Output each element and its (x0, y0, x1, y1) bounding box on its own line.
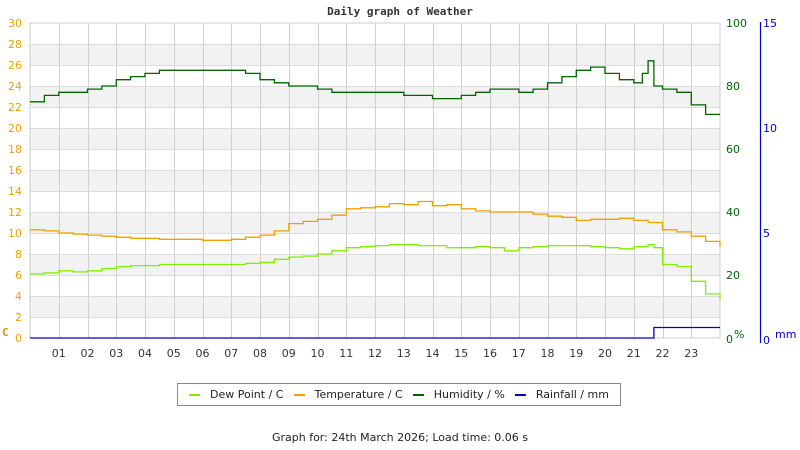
svg-text:12: 12 (8, 206, 22, 219)
svg-text:18: 18 (8, 143, 22, 156)
svg-text:20: 20 (8, 122, 22, 135)
svg-text:10: 10 (8, 227, 22, 240)
svg-text:2: 2 (15, 311, 22, 324)
dew-point-line (30, 243, 721, 300)
svg-text:0: 0 (763, 334, 770, 347)
svg-text:03: 03 (109, 347, 123, 360)
svg-text:C: C (2, 326, 9, 339)
svg-text:0: 0 (15, 332, 22, 345)
svg-text:%: % (734, 328, 744, 341)
svg-text:21: 21 (627, 347, 641, 360)
legend-label: Rainfall / mm (535, 388, 609, 401)
svg-text:05: 05 (167, 347, 181, 360)
rainfall-line (30, 326, 720, 339)
legend-label: Temperature / C (314, 388, 403, 401)
svg-text:100: 100 (726, 17, 747, 30)
svg-text:16: 16 (483, 347, 497, 360)
svg-text:26: 26 (8, 59, 22, 72)
chart-title: Daily graph of Weather (327, 5, 473, 18)
svg-text:mm: mm (775, 328, 796, 341)
humidity-swatch-icon (412, 393, 424, 396)
svg-text:17: 17 (512, 347, 526, 360)
humidity-line (30, 60, 720, 116)
svg-text:04: 04 (138, 347, 152, 360)
svg-text:18: 18 (541, 347, 555, 360)
graph-footer: Graph for: 24th March 2026; Load time: 0… (271, 431, 529, 444)
dew-point-swatch-icon (189, 393, 201, 396)
svg-text:22: 22 (8, 101, 22, 114)
legend-label: Humidity / % (433, 388, 505, 401)
svg-text:0: 0 (726, 333, 733, 346)
svg-text:14: 14 (426, 347, 440, 360)
svg-text:13: 13 (397, 347, 411, 360)
horizontal-gridlines (30, 44, 720, 318)
humidity-axis: 0 20 40 60 80 100% (726, 17, 747, 346)
svg-text:06: 06 (196, 347, 210, 360)
svg-text:14: 14 (8, 185, 22, 198)
legend-label: Dew Point / C (210, 388, 284, 401)
legend-item-rainfall: Rainfall / mm (514, 388, 609, 401)
svg-text:15: 15 (763, 17, 777, 30)
rainfall-swatch-icon (514, 393, 526, 396)
svg-text:15: 15 (454, 347, 468, 360)
temperature-swatch-icon (293, 393, 305, 396)
svg-text:16: 16 (8, 164, 22, 177)
hour-axis: 01 02 03 04 05 06 07 08 09 10 11 12 13 14 15 16 17 18 19 20… (52, 347, 699, 360)
svg-text:19: 19 (569, 347, 583, 360)
svg-text:02: 02 (81, 347, 95, 360)
svg-text:08: 08 (253, 347, 267, 360)
svg-text:4: 4 (15, 290, 22, 303)
svg-text:60: 60 (726, 143, 740, 156)
svg-text:8: 8 (15, 248, 22, 261)
svg-text:22: 22 (656, 347, 670, 360)
svg-text:01: 01 (52, 347, 66, 360)
svg-text:20: 20 (726, 269, 740, 282)
svg-text:23: 23 (684, 347, 698, 360)
legend-item-temperature: Temperature / C (293, 388, 403, 401)
data-series (30, 60, 721, 339)
svg-text:28: 28 (8, 38, 22, 51)
svg-text:30: 30 (8, 17, 22, 30)
svg-text:80: 80 (726, 80, 740, 93)
chart-legend: Dew Point / C Temperature / C Humidity /… (177, 383, 621, 406)
svg-text:10: 10 (311, 347, 325, 360)
svg-text:11: 11 (339, 347, 353, 360)
rainfall-axis: 0 5 10 15 mm (759, 17, 796, 347)
svg-text:5: 5 (763, 227, 770, 240)
svg-text:24: 24 (8, 80, 22, 93)
svg-text:07: 07 (224, 347, 238, 360)
svg-text:12: 12 (368, 347, 382, 360)
temperature-line (30, 200, 721, 247)
svg-text:09: 09 (282, 347, 296, 360)
svg-text:10: 10 (763, 122, 777, 135)
svg-text:6: 6 (15, 269, 22, 282)
svg-text:40: 40 (726, 206, 740, 219)
svg-text:20: 20 (598, 347, 612, 360)
legend-item-humidity: Humidity / % (412, 388, 505, 401)
legend-item-dew-point: Dew Point / C (189, 388, 283, 401)
